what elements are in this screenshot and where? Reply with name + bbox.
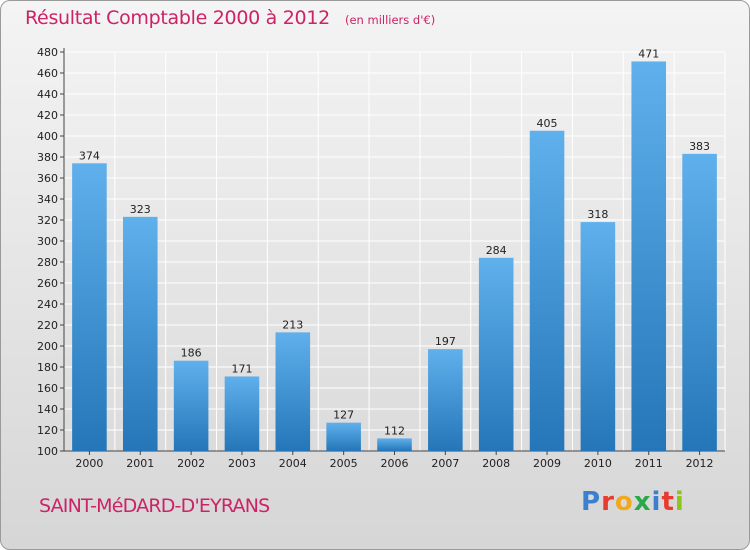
value-label: 318 xyxy=(587,208,608,221)
x-tick-label: 2012 xyxy=(686,457,714,470)
y-tick-label: 420 xyxy=(37,109,58,122)
x-tick-label: 2009 xyxy=(533,457,561,470)
proxiti-logo: Proxiti xyxy=(581,487,685,517)
x-tick-label: 2007 xyxy=(431,457,459,470)
y-tick-label: 300 xyxy=(37,235,58,248)
y-tick-label: 100 xyxy=(37,445,58,458)
x-tick-label: 2006 xyxy=(381,457,409,470)
y-tick-label: 120 xyxy=(37,424,58,437)
y-tick-label: 240 xyxy=(37,298,58,311)
value-label: 471 xyxy=(638,47,659,60)
y-tick-label: 340 xyxy=(37,193,58,206)
value-label: 127 xyxy=(333,409,354,422)
chart-subtitle: (en milliers d'€) xyxy=(344,13,436,27)
logo-letter: i xyxy=(651,487,662,517)
y-tick-label: 440 xyxy=(37,88,58,101)
x-tick-label: 2000 xyxy=(75,457,103,470)
logo-letter: r xyxy=(601,487,615,517)
bar-2008 xyxy=(478,257,514,451)
value-label: 374 xyxy=(79,149,100,162)
bar-2009 xyxy=(529,130,565,451)
bar-2006 xyxy=(377,438,412,451)
title-row: Résultat Comptable 2000 à 2012 (en milli… xyxy=(25,7,435,29)
value-label: 186 xyxy=(181,347,202,360)
bar-2001 xyxy=(122,216,158,451)
y-tick-label: 460 xyxy=(37,67,58,80)
bar-2004 xyxy=(275,332,311,451)
value-label: 284 xyxy=(486,244,507,257)
value-label: 197 xyxy=(435,335,456,348)
commune-name: SAINT-MéDARD-D'EYRANS xyxy=(39,495,270,517)
x-tick-label: 2008 xyxy=(482,457,510,470)
logo-letter: x xyxy=(633,487,652,517)
bar-2000 xyxy=(72,163,107,452)
value-label: 112 xyxy=(384,424,405,437)
y-tick-label: 280 xyxy=(37,256,58,269)
bar-2002 xyxy=(173,360,209,451)
x-tick-label: 2005 xyxy=(330,457,358,470)
grid xyxy=(63,51,726,452)
logo-letter: i xyxy=(674,487,685,517)
bar-2003 xyxy=(224,376,260,451)
y-tick-label: 180 xyxy=(37,361,58,374)
logo-letter: o xyxy=(614,487,634,517)
bars: 374 323 186 171 213 127 112 197 284 405 318 471 383 xyxy=(72,47,717,452)
y-tick-label: 480 xyxy=(37,46,58,59)
y-tick-label: 320 xyxy=(37,214,58,227)
logo-letter: P xyxy=(581,487,602,517)
value-label: 171 xyxy=(231,362,252,375)
x-tick-label: 2003 xyxy=(228,457,256,470)
y-tick-label: 140 xyxy=(37,403,58,416)
x-tick-label: 2010 xyxy=(584,457,612,470)
x-tick-label: 2001 xyxy=(126,457,154,470)
y-tick-label: 200 xyxy=(37,340,58,353)
value-label: 323 xyxy=(130,203,151,216)
y-tick-label: 400 xyxy=(37,130,58,143)
y-tick-label: 220 xyxy=(37,319,58,332)
value-label: 405 xyxy=(537,117,558,130)
value-label: 213 xyxy=(282,318,303,331)
value-label: 383 xyxy=(689,140,710,153)
y-tick-label: 360 xyxy=(37,172,58,185)
bar-2012 xyxy=(682,153,717,451)
bar-2011 xyxy=(631,61,667,451)
bar-2005 xyxy=(326,422,361,451)
bar-2010 xyxy=(580,222,616,451)
x-tick-label: 2002 xyxy=(177,457,205,470)
x-tick-label: 2011 xyxy=(635,457,663,470)
chart-title: Résultat Comptable 2000 à 2012 xyxy=(25,7,330,29)
logo-letter: t xyxy=(661,487,675,517)
y-tick-label: 160 xyxy=(37,382,58,395)
y-tick-label: 260 xyxy=(37,277,58,290)
bar-2007 xyxy=(428,349,463,451)
y-tick-label: 380 xyxy=(37,151,58,164)
x-tick-label: 2004 xyxy=(279,457,307,470)
